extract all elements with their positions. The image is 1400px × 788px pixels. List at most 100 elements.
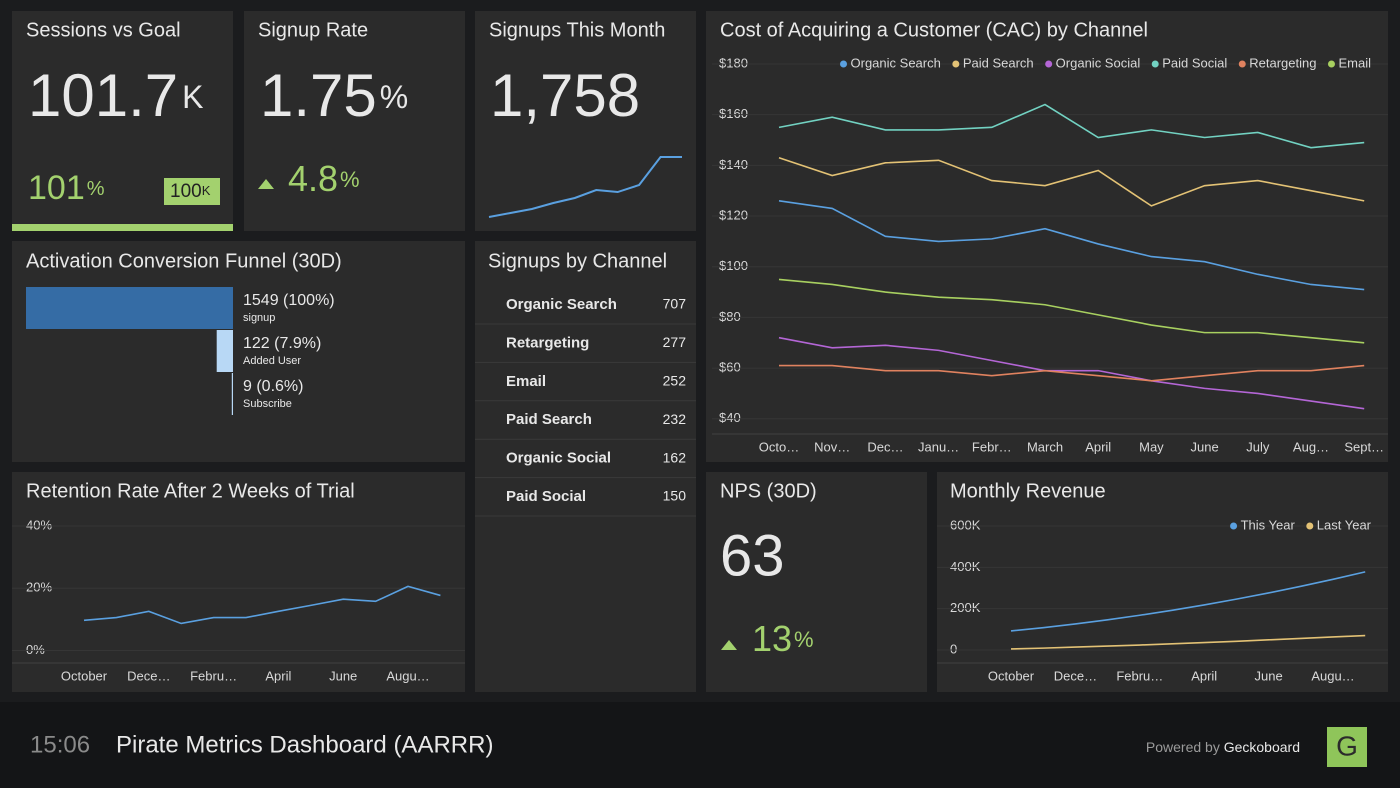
x-tick-label: Dec…: [867, 439, 903, 454]
x-tick-label: Augu…: [1311, 668, 1354, 683]
widget-title: Monthly Revenue: [950, 480, 1106, 502]
big-number: 1.75%: [260, 62, 408, 129]
sparkline: [488, 156, 682, 218]
series-line: [778, 200, 1365, 291]
panel: [706, 11, 1388, 462]
x-tick-label: Nov…: [814, 439, 850, 454]
series-line: [778, 157, 1365, 207]
legend-label: Retargeting: [1249, 55, 1316, 70]
panel: [475, 241, 696, 692]
logo-letter: G: [1336, 730, 1358, 761]
x-tick-label: April: [1085, 439, 1111, 454]
unit: K: [182, 79, 203, 115]
legend-label: Organic Social: [1056, 55, 1141, 70]
funnel-bar: [26, 287, 233, 329]
channel-name: Paid Search: [506, 411, 592, 428]
x-tick-label: March: [1027, 439, 1063, 454]
series-line: [778, 336, 1365, 410]
legend-dot: [840, 60, 848, 68]
channel-value: 162: [663, 449, 687, 465]
big-number: 1,758: [490, 62, 640, 129]
x-tick-label: Aug…: [1293, 439, 1329, 454]
up-arrow: [258, 179, 274, 189]
channel-value: 707: [663, 296, 687, 312]
value: 101.7: [28, 62, 178, 129]
panel: [706, 472, 927, 692]
y-tick-label: 400K: [950, 559, 981, 574]
panel: [244, 11, 465, 231]
goal: 100K: [170, 181, 211, 202]
x-tick-label: October: [988, 668, 1035, 683]
logo: [1327, 727, 1367, 767]
y-tick-label: $160: [719, 106, 748, 121]
percent: 101%: [28, 169, 105, 207]
funnel-bar: [231, 373, 233, 415]
y-tick-label: $120: [719, 207, 748, 222]
value: 101: [28, 169, 85, 207]
channel-name: Paid Social: [506, 488, 586, 505]
clock: 15:06: [30, 731, 90, 758]
legend-label: Email: [1338, 55, 1371, 70]
x-tick-label: Janu…: [918, 439, 959, 454]
y-tick-label: $60: [719, 360, 741, 375]
widget-title: Signups This Month: [489, 19, 665, 41]
legend-dot: [952, 60, 960, 68]
y-tick-label: 200K: [950, 600, 981, 615]
x-tick-label: Dece…: [1054, 668, 1097, 683]
big-number: 63: [720, 523, 785, 588]
panel: [937, 472, 1388, 692]
channel-value: 277: [663, 334, 687, 350]
value: 13: [752, 618, 792, 659]
y-tick-label: 20%: [26, 580, 52, 595]
panel: [12, 472, 465, 692]
y-tick-label: $180: [719, 55, 748, 70]
legend-label: Paid Search: [963, 55, 1034, 70]
x-tick-label: April: [265, 668, 291, 683]
series-line: [1010, 634, 1366, 650]
x-tick-label: Febru…: [190, 668, 237, 683]
brand: Geckoboard: [1224, 739, 1300, 755]
unit: K: [202, 183, 211, 198]
widget-title: Signups by Channel: [488, 250, 667, 272]
series-line: [1010, 571, 1366, 632]
legend-dot: [1238, 60, 1246, 68]
x-tick-label: Octo…: [759, 439, 799, 454]
x-tick-label: July: [1246, 439, 1270, 454]
y-tick-label: $100: [719, 258, 748, 273]
value: 1.75: [260, 62, 377, 129]
y-tick-label: $80: [719, 309, 741, 324]
up-arrow: [721, 640, 737, 650]
y-tick-label: 0: [950, 641, 957, 656]
legend-dot: [1151, 60, 1159, 68]
powered-by-text: Powered by: [1146, 739, 1220, 755]
channel-value: 232: [663, 411, 687, 427]
unit: %: [87, 178, 105, 200]
legend-dot: [1045, 60, 1053, 68]
x-tick-label: Dece…: [127, 668, 170, 683]
change: 4.8%: [288, 158, 360, 199]
progress-bar: [12, 224, 233, 231]
channel-value: 150: [663, 488, 687, 504]
x-tick-label: Augu…: [386, 668, 429, 683]
unit: %: [340, 167, 360, 192]
series-line: [83, 585, 441, 625]
series-line: [778, 278, 1365, 344]
legend-dot: [1306, 522, 1314, 530]
panel: [12, 241, 465, 462]
y-tick-label: 0%: [26, 642, 45, 657]
widget-title: Cost of Acquiring a Customer (CAC) by Ch…: [720, 19, 1148, 41]
big-number: 101.7 K: [28, 62, 204, 129]
channel-name: Email: [506, 373, 546, 390]
funnel-stage: Added User: [243, 355, 301, 367]
value: 4.8: [288, 158, 338, 199]
legend-dot: [1327, 60, 1335, 68]
x-tick-label: May: [1139, 439, 1164, 454]
goal-badge: [164, 178, 220, 205]
y-tick-label: $140: [719, 157, 748, 172]
legend-dot: [1230, 522, 1238, 530]
widget-title: Retention Rate After 2 Weeks of Trial: [26, 480, 355, 502]
widget-title: Sessions vs Goal: [26, 19, 181, 41]
funnel-label: 122 (7.9%): [243, 335, 321, 352]
funnel-bar: [216, 330, 233, 372]
